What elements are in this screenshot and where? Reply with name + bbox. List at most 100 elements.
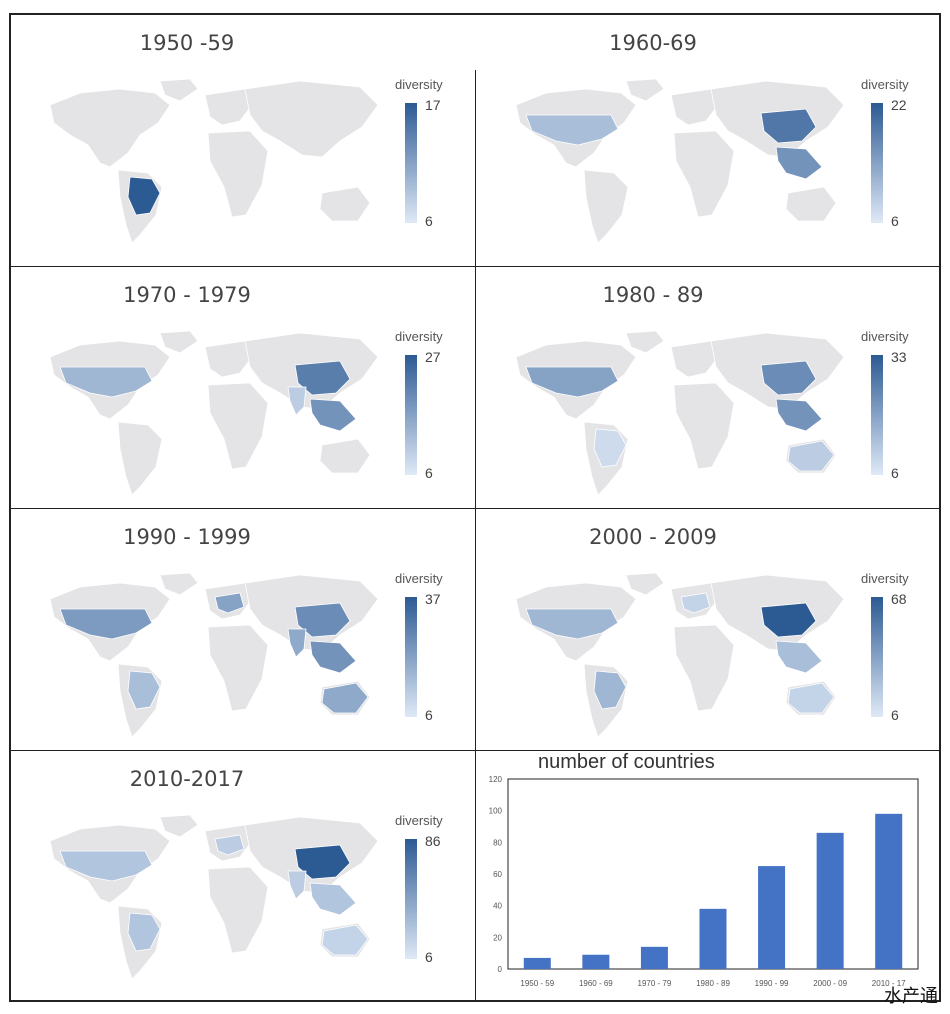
legend-min: 6 xyxy=(425,213,433,229)
country-brazil xyxy=(593,670,627,710)
map-panel-5: 1990 - 1999 diversity 37 6 xyxy=(10,509,474,749)
country-china xyxy=(760,602,817,638)
country-usa xyxy=(59,366,153,398)
bar-3 xyxy=(640,946,668,969)
country-china xyxy=(294,602,351,638)
world-map xyxy=(49,814,379,980)
x-tick-label: 1970 - 79 xyxy=(638,979,672,988)
country-brazil xyxy=(127,912,161,952)
legend-min: 6 xyxy=(891,465,899,481)
color-legend: diversity 68 6 xyxy=(861,571,940,741)
country-seasia xyxy=(775,146,823,180)
land-australia xyxy=(785,186,837,222)
color-legend: diversity 86 6 xyxy=(395,813,474,983)
chart-title: number of countries xyxy=(538,751,715,773)
country-china xyxy=(294,360,351,396)
land-australia xyxy=(319,186,371,222)
land-africa xyxy=(207,130,269,218)
legend-max: 22 xyxy=(891,97,907,113)
row-divider-2 xyxy=(10,508,940,509)
country-india xyxy=(287,628,307,658)
country-europe xyxy=(680,592,711,614)
land-europe xyxy=(204,340,253,378)
legend-max: 27 xyxy=(425,349,441,365)
x-tick-label: 1950 - 59 xyxy=(520,979,554,988)
legend-gradient xyxy=(405,597,417,717)
panel-title: 2000 - 2009 xyxy=(589,525,717,549)
land-africa xyxy=(207,624,269,712)
legend-gradient xyxy=(405,839,417,959)
land-greenland xyxy=(159,814,199,838)
world-map xyxy=(49,572,379,738)
map-panel-3: 1970 - 1979 diversity 27 6 xyxy=(10,267,474,507)
color-legend: diversity 37 6 xyxy=(395,571,474,741)
country-australia xyxy=(787,440,835,472)
country-europe xyxy=(214,834,245,856)
legend-title: diversity xyxy=(395,813,443,828)
land-europe xyxy=(670,340,719,378)
legend-max: 68 xyxy=(891,591,907,607)
world-map xyxy=(515,330,845,496)
country-india xyxy=(287,386,307,416)
world-map xyxy=(49,78,379,244)
legend-title: diversity xyxy=(861,571,909,586)
country-usa xyxy=(59,850,153,882)
world-map xyxy=(515,78,845,244)
land-greenland xyxy=(159,572,199,596)
map-panel-4: 1980 - 89 diversity 33 6 xyxy=(476,267,940,507)
x-tick-label: 1960 - 69 xyxy=(579,979,613,988)
legend-gradient xyxy=(405,103,417,223)
country-china xyxy=(760,360,817,396)
y-tick-label: 20 xyxy=(493,933,502,942)
legend-max: 37 xyxy=(425,591,441,607)
legend-gradient xyxy=(871,597,883,717)
land-greenland xyxy=(625,572,665,596)
country-usa xyxy=(525,114,619,146)
land-africa xyxy=(673,130,735,218)
legend-title: diversity xyxy=(395,77,443,92)
legend-gradient xyxy=(405,355,417,475)
country-australia xyxy=(787,682,835,714)
country-india xyxy=(287,870,307,900)
land-samerica xyxy=(117,421,163,496)
land-asia xyxy=(244,80,379,158)
panel-title: 1970 - 1979 xyxy=(123,283,251,307)
map-panel-1: 1950 -59 diversity 17 6 xyxy=(10,15,474,265)
bar-5 xyxy=(758,866,786,969)
y-tick-label: 120 xyxy=(489,775,503,784)
country-brazil xyxy=(127,176,161,216)
country-brazil xyxy=(127,670,161,710)
country-europe xyxy=(214,592,245,614)
land-namerica xyxy=(49,88,171,168)
column-divider xyxy=(475,70,476,1000)
y-tick-label: 60 xyxy=(493,870,502,879)
map-panel-7: 2010-2017 diversity 86 6 xyxy=(10,751,474,1001)
map-panel-2: 1960-69 diversity 22 6 xyxy=(476,15,940,265)
color-legend: diversity 22 6 xyxy=(861,77,940,247)
land-greenland xyxy=(625,330,665,354)
map-panel-6: 2000 - 2009 diversity 68 6 xyxy=(476,509,940,749)
legend-min: 6 xyxy=(425,465,433,481)
country-australia xyxy=(321,682,369,714)
country-usa xyxy=(59,608,153,640)
legend-max: 17 xyxy=(425,97,441,113)
x-tick-label: 1980 - 89 xyxy=(696,979,730,988)
legend-title: diversity xyxy=(395,571,443,586)
panel-title: 1980 - 89 xyxy=(602,283,704,307)
legend-max: 33 xyxy=(891,349,907,365)
land-greenland xyxy=(159,330,199,354)
legend-title: diversity xyxy=(395,329,443,344)
bar-chart-panel: number of countries 0 20 40 60 80 100 120 1950 … xyxy=(476,751,940,1001)
country-seasia xyxy=(775,640,823,674)
country-usa xyxy=(525,366,619,398)
panel-title: 1950 -59 xyxy=(139,31,235,55)
legend-max: 86 xyxy=(425,833,441,849)
land-africa xyxy=(673,382,735,470)
land-samerica xyxy=(583,169,629,244)
legend-min: 6 xyxy=(891,213,899,229)
country-usa xyxy=(525,608,619,640)
color-legend: diversity 17 6 xyxy=(395,77,474,247)
country-seasia xyxy=(309,640,357,674)
y-tick-label: 0 xyxy=(498,965,503,974)
country-seasia xyxy=(309,882,357,916)
